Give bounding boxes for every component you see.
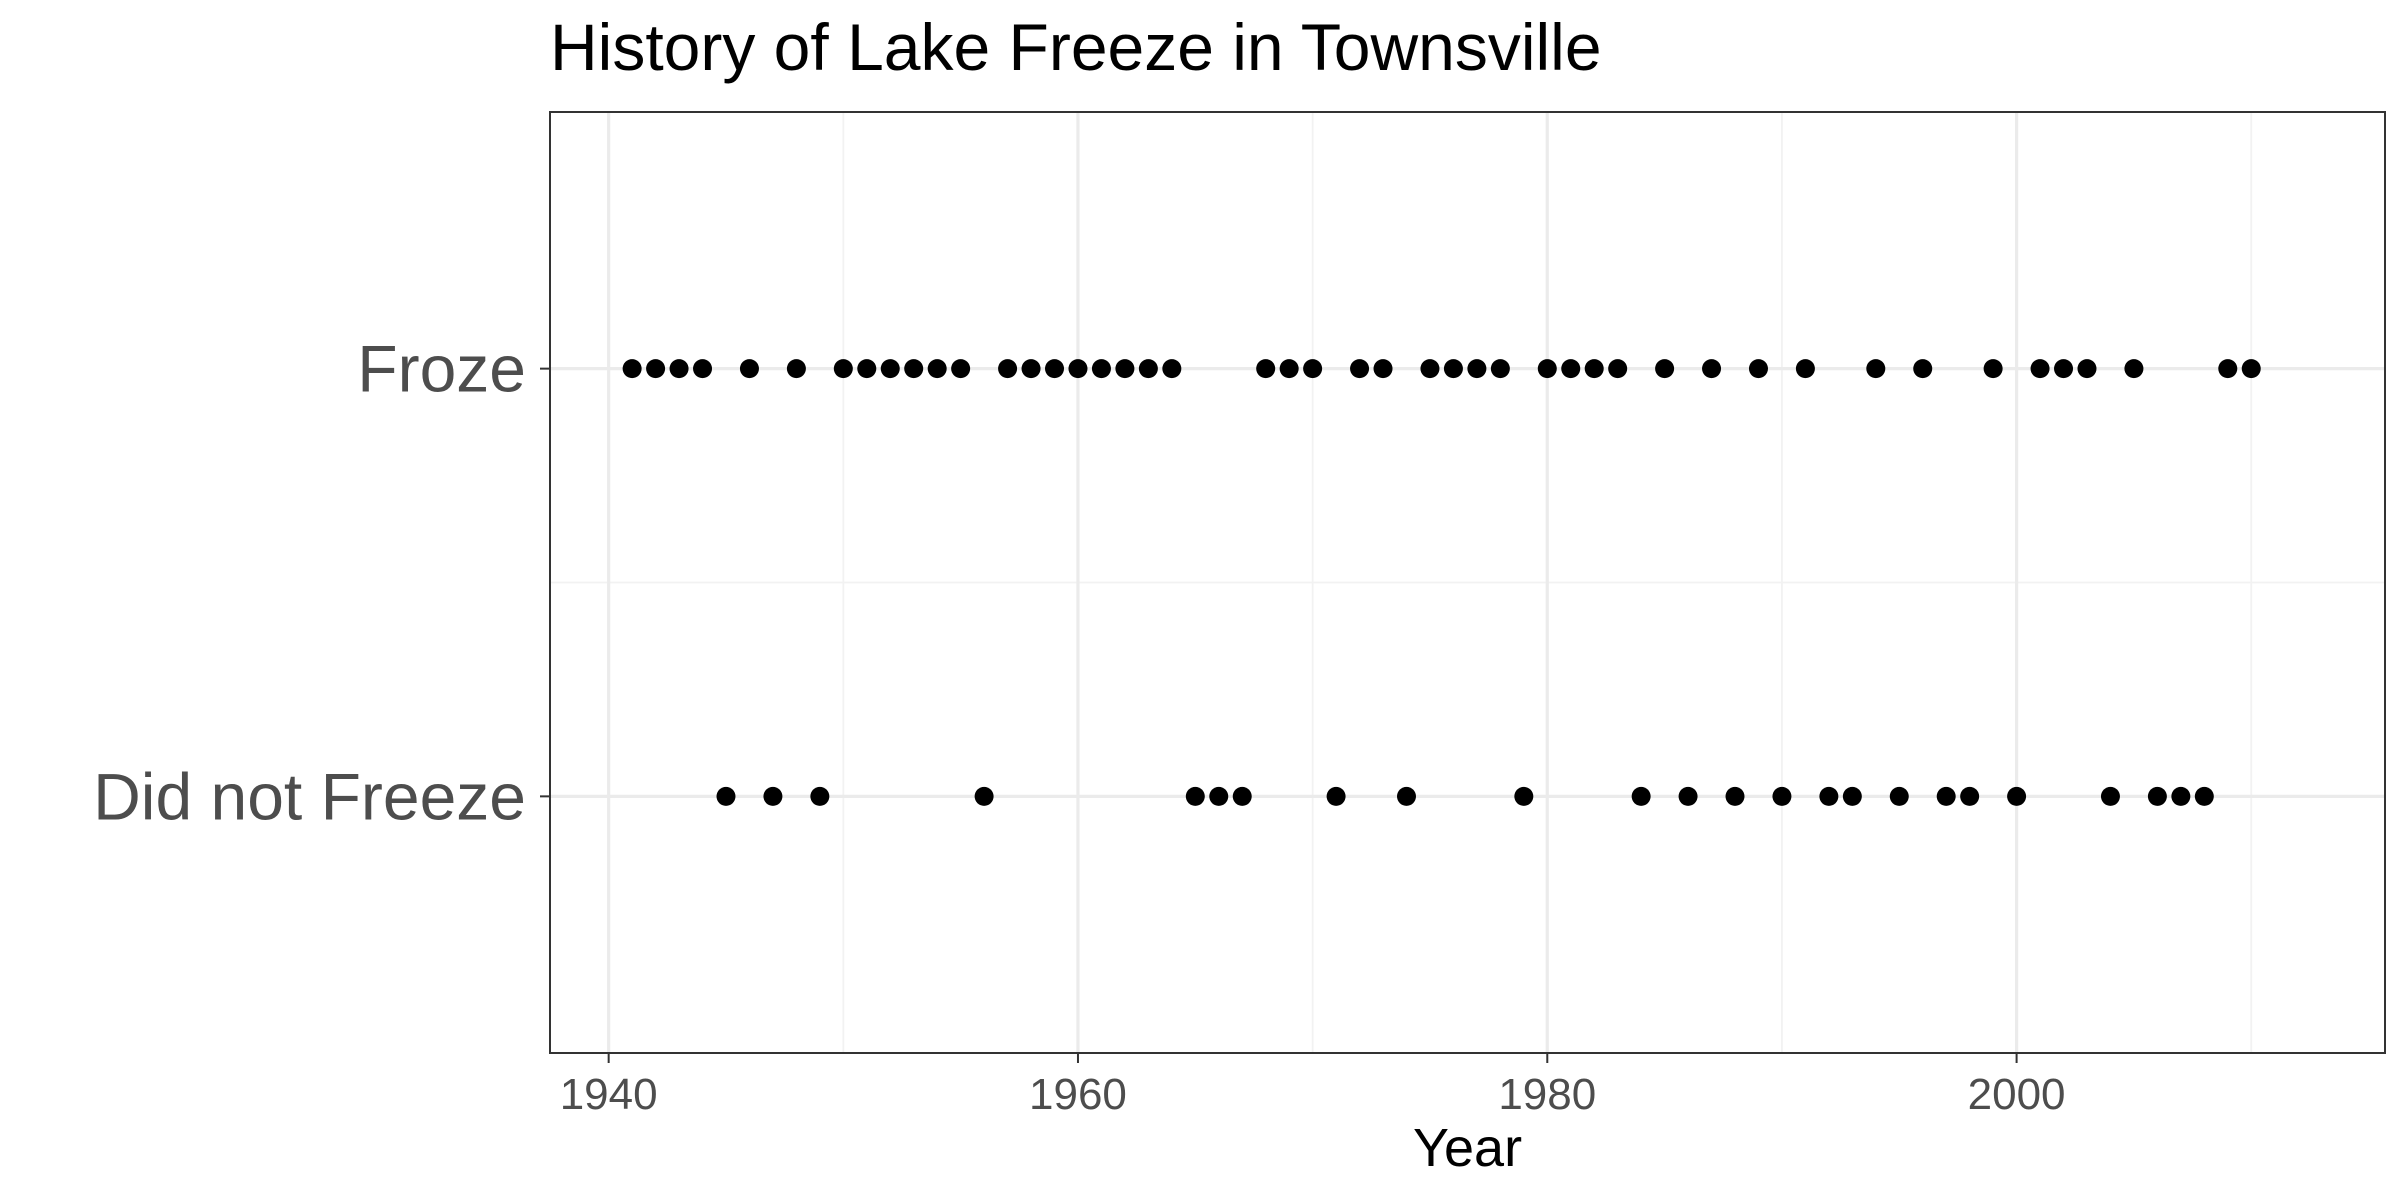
data-point [974, 786, 994, 806]
data-point [2218, 359, 2238, 379]
data-point [1490, 359, 1510, 379]
x-tick-label: 1940 [560, 1070, 658, 1119]
data-point [1396, 786, 1416, 806]
data-point [1913, 359, 1933, 379]
data-point [951, 359, 971, 379]
data-point [1702, 359, 1722, 379]
data-point [2030, 359, 2050, 379]
x-tick-label: 1960 [1029, 1070, 1127, 1119]
data-point [716, 786, 736, 806]
data-point [646, 359, 666, 379]
data-point [1373, 359, 1393, 379]
y-tick-label: Did not Freeze [93, 759, 526, 833]
data-point [2194, 786, 2214, 806]
data-point [2241, 359, 2261, 379]
data-point [1115, 359, 1135, 379]
points-layer [622, 359, 2261, 806]
data-point [669, 359, 689, 379]
axis-layer: 1940 1960 1980 2000 Did not Freeze Froze [93, 332, 2065, 1119]
data-point [1631, 786, 1651, 806]
x-tick-label: 2000 [1968, 1070, 2066, 1119]
x-tick-label: 1980 [1498, 1070, 1596, 1119]
data-point [927, 359, 947, 379]
chart-title: History of Lake Freeze in Townsville [550, 10, 1602, 84]
data-point [1209, 786, 1229, 806]
data-point [739, 359, 759, 379]
panel-border [549, 111, 2386, 1054]
data-point [2007, 786, 2027, 806]
data-point [1303, 359, 1323, 379]
data-point [998, 359, 1018, 379]
data-point [1162, 359, 1182, 379]
data-point [2077, 359, 2097, 379]
data-point [1185, 786, 1205, 806]
data-point [1795, 359, 1815, 379]
data-point [1983, 359, 2003, 379]
data-point [1608, 359, 1628, 379]
data-point [693, 359, 713, 379]
data-point [857, 359, 877, 379]
data-point [622, 359, 642, 379]
data-point [1537, 359, 1557, 379]
data-point [1021, 359, 1041, 379]
data-point [1725, 786, 1745, 806]
data-point [1232, 786, 1252, 806]
data-point [2124, 359, 2144, 379]
data-point [786, 359, 806, 379]
data-point [2147, 786, 2167, 806]
data-point [1561, 359, 1581, 379]
data-point [1960, 786, 1980, 806]
data-point [1936, 786, 1956, 806]
data-point [1420, 359, 1440, 379]
data-point [1772, 786, 1792, 806]
data-point [1748, 359, 1768, 379]
x-axis-label: Year [1413, 1118, 1522, 1178]
data-point [1045, 359, 1065, 379]
data-point [1279, 359, 1299, 379]
data-point [2054, 359, 2074, 379]
data-point [2171, 786, 2191, 806]
data-point [1584, 359, 1604, 379]
data-point [2100, 786, 2120, 806]
data-point [1655, 359, 1675, 379]
data-point [1467, 359, 1487, 379]
data-point [1068, 359, 1088, 379]
data-point [1443, 359, 1463, 379]
grid-layer [550, 112, 2385, 1053]
data-point [1350, 359, 1370, 379]
data-point [904, 359, 924, 379]
y-tick-label: Froze [357, 332, 526, 406]
data-point [1514, 786, 1534, 806]
data-point [1678, 786, 1698, 806]
data-point [1138, 359, 1158, 379]
data-point [1256, 359, 1276, 379]
data-point [763, 786, 783, 806]
data-point [880, 359, 900, 379]
data-point [833, 359, 853, 379]
data-point [810, 786, 830, 806]
data-point [1819, 786, 1839, 806]
data-point [1889, 786, 1909, 806]
data-point [1866, 359, 1886, 379]
data-point [1091, 359, 1111, 379]
data-point [1842, 786, 1862, 806]
data-point [1326, 786, 1346, 806]
